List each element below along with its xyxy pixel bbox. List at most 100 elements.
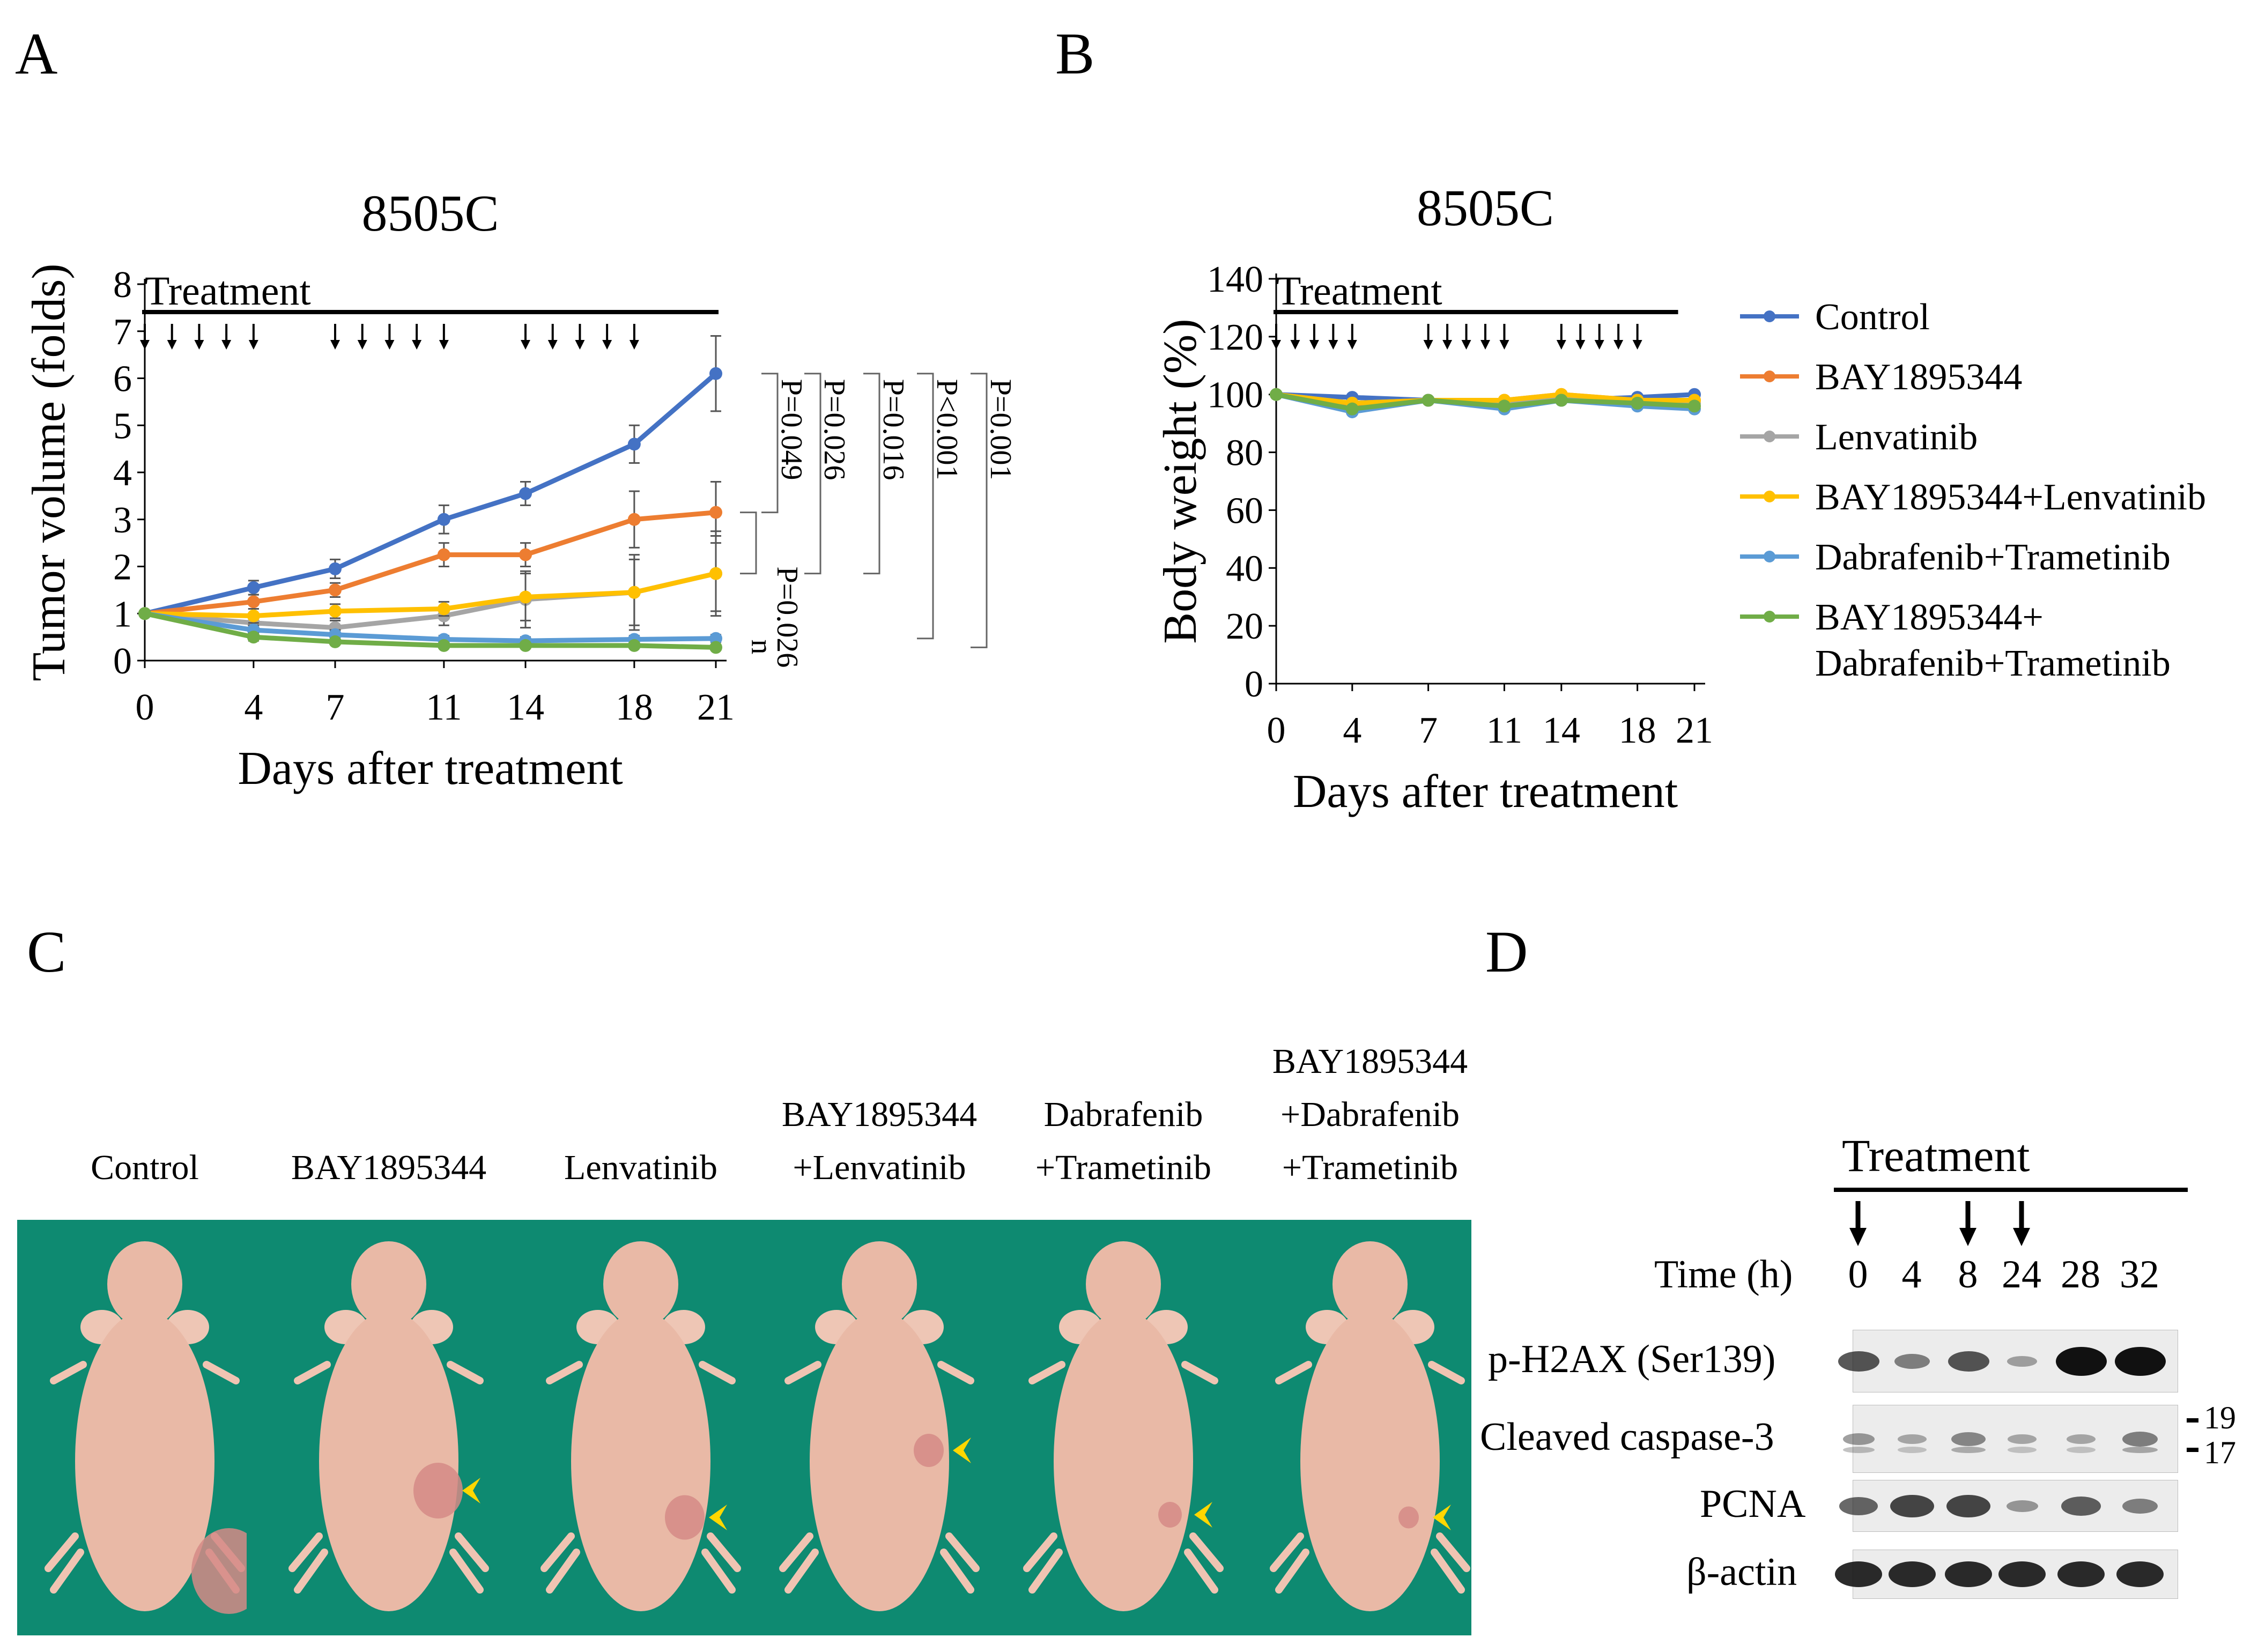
- blot-band: [1897, 1434, 1927, 1444]
- x-tick-label: 14: [1543, 710, 1580, 751]
- ns-mark: n: [745, 640, 778, 655]
- mouse-forelegs: [784, 1361, 974, 1384]
- dose-arrow-head: [330, 340, 340, 350]
- blot-band: [1894, 1353, 1930, 1369]
- mouse-group-label: BAY1895344: [255, 1035, 523, 1194]
- blot-band: [2122, 1446, 2158, 1453]
- mouse-group-label-line: +Dabrafenib: [1280, 1095, 1460, 1134]
- blot-band: [1951, 1446, 1986, 1453]
- legend-marker-control: [1764, 310, 1775, 322]
- y-tick-label: 0: [113, 641, 132, 682]
- legend-label-dabrafenib_trametinib: Dabrafenib+Trametinib: [1815, 537, 2171, 578]
- tumor: [1398, 1506, 1419, 1529]
- x-tick-label: 4: [244, 687, 263, 728]
- data-point-bay_lenvatinib: [519, 590, 532, 604]
- data-point-control: [437, 513, 450, 526]
- data-point-control: [519, 487, 532, 500]
- mouse-group-label-line: [745, 1035, 1013, 1088]
- treatment-label: Treatment: [1842, 1130, 2030, 1181]
- x-tick-label: 4: [1343, 710, 1361, 751]
- legend-label-bay_lenvatinib: BAY1895344+Lenvatinib: [1815, 477, 2206, 518]
- y-tick-label: 80: [1226, 433, 1263, 474]
- blot-strip: [1839, 1480, 2178, 1532]
- tumor: [665, 1495, 705, 1540]
- dose-arrow-head: [167, 340, 177, 350]
- data-point-triple: [437, 639, 450, 652]
- y-tick-label: 40: [1226, 548, 1263, 589]
- x-tick-label: 11: [1486, 710, 1522, 751]
- mouse-group-label: Control: [11, 1035, 279, 1194]
- y-tick-label: 8: [113, 264, 132, 306]
- mouse-body: [1054, 1311, 1193, 1611]
- mouse-body: [1300, 1311, 1440, 1611]
- x-tick-label: 7: [1419, 710, 1438, 751]
- y-axis-label: Tumor volume (folds): [23, 264, 75, 681]
- data-point-dabrafenib_trametinib: [709, 632, 722, 645]
- dose-arrow-head: [1328, 340, 1338, 350]
- blot-band: [2055, 1346, 2107, 1376]
- panel-label-a: A: [15, 21, 58, 86]
- mouse-group-label-line: [507, 1088, 775, 1141]
- chart-title: 8505C: [1417, 179, 1554, 236]
- body-weight-chart: 8505C 0 20 40 60 80 100 120 140 0 4 7 11 14 18 21 Days a…: [1154, 179, 2206, 818]
- blot-band: [1897, 1446, 1927, 1453]
- dose-arrow-head: [1613, 340, 1624, 350]
- tumor: [1158, 1502, 1182, 1528]
- mouse-group-label-line: +Trametinib: [1282, 1148, 1459, 1187]
- x-tick-label: 0: [136, 687, 154, 728]
- lane-time: 8: [1958, 1253, 1978, 1297]
- mouse-legs: [541, 1532, 741, 1594]
- data-point-control: [627, 438, 641, 451]
- mouse-head: [1332, 1241, 1408, 1327]
- x-axis-label: Days after treatment: [238, 743, 623, 795]
- blot-band: [2061, 1496, 2101, 1516]
- data-point-control: [247, 581, 260, 594]
- mouse-group-label: BAY1895344 +Lenvatinib: [745, 1035, 1013, 1194]
- blot-band: [1946, 1494, 1990, 1517]
- tumor: [914, 1434, 944, 1467]
- legend-label-bay: BAY1895344: [1815, 357, 2022, 398]
- p-bracket: [971, 373, 988, 648]
- dose-arrow-head: [1594, 340, 1604, 350]
- tumor-arrowhead: [1433, 1505, 1451, 1530]
- blot-band: [2007, 1355, 2038, 1367]
- dose-arrow-head: [1575, 340, 1586, 350]
- blot-band: [2114, 1346, 2166, 1376]
- blot-row-label: p-H2AX (Ser139): [1488, 1337, 1776, 1381]
- y-tick-label: 60: [1226, 490, 1263, 531]
- lane-time: 32: [2120, 1253, 2159, 1297]
- lane-time: 0: [1848, 1253, 1868, 1297]
- treatment-label: Treatment: [1276, 269, 1442, 314]
- blot-band: [1944, 1561, 1993, 1587]
- blot-strip: [1842, 1405, 2178, 1473]
- mouse-image: [288, 1241, 489, 1611]
- mouse-group-label-line: +Trametinib: [1035, 1148, 1212, 1187]
- dose-arrow-head: [521, 340, 530, 350]
- data-point-triple: [1422, 394, 1435, 407]
- tumor: [191, 1528, 247, 1614]
- data-point-bay_lenvatinib: [709, 567, 722, 580]
- mouse-forelegs: [546, 1361, 736, 1384]
- mouse-forelegs: [294, 1361, 484, 1384]
- p-value-label: P=0.026: [818, 379, 851, 480]
- panel-label-d: D: [1485, 919, 1528, 984]
- data-point-triple: [247, 631, 260, 644]
- blot-band: [1839, 1497, 1878, 1515]
- blot-band: [1998, 1561, 2046, 1587]
- mouse-image: [1023, 1241, 1224, 1611]
- marker-tick: [2187, 1418, 2198, 1423]
- blot-strip: [1834, 1550, 2178, 1599]
- blot-band: [1842, 1446, 1875, 1453]
- x-tick-label: 7: [326, 687, 345, 728]
- x-tick-label: 11: [426, 687, 462, 728]
- p-value-label: P=0.026: [771, 567, 804, 668]
- p-bracket: [804, 373, 821, 575]
- mouse-group-label: Dabrafenib +Trametinib: [989, 1035, 1257, 1194]
- marker-tick: [2187, 1448, 2198, 1452]
- dose-arrow-head: [1290, 340, 1300, 350]
- data-point-bay_lenvatinib: [437, 602, 450, 616]
- mouse-head: [351, 1241, 426, 1327]
- data-point-bay: [709, 506, 722, 519]
- y-tick-label: 140: [1207, 259, 1263, 300]
- dose-arrow-head: [439, 340, 449, 350]
